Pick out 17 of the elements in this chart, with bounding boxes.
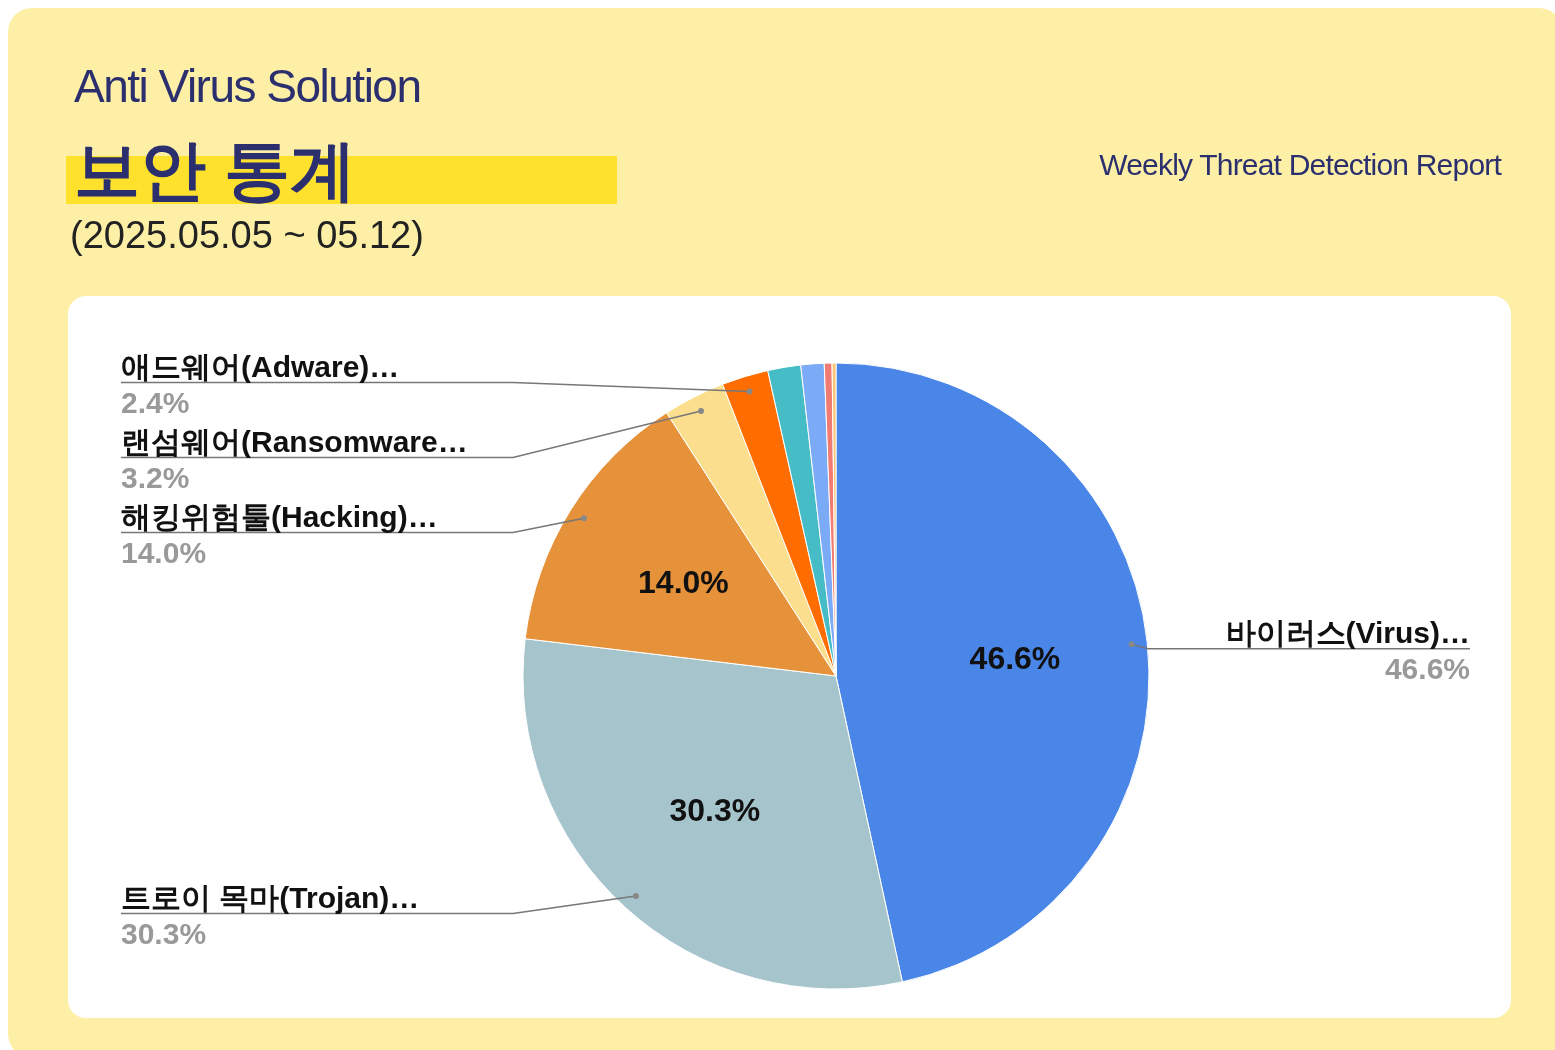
chart-subtitle: Weekly Threat Detection Report [1099, 148, 1503, 181]
text: Anti Virus Solution [74, 60, 421, 112]
slice-label: 트로이 목마(Trojan)… [121, 880, 420, 914]
text: (2025.05.05 ~ 05.12) [70, 214, 424, 256]
slice-label: 해킹위험툴(Hacking)… [121, 499, 438, 533]
data-label: 30.3% [669, 792, 761, 829]
slice-label: 애드웨어(Adware)… [121, 349, 400, 383]
data-label: 14.0% [638, 563, 729, 600]
data-label: 46.6% [969, 639, 1061, 676]
chart-title: 보안 통계 [74, 133, 357, 207]
slice-label: 바이러스(Virus)… [1225, 615, 1470, 649]
data-label: 3.2% [121, 460, 190, 494]
slice-label: 랜섬웨어(Ransomware… [121, 424, 468, 458]
text: 46.6% [1384, 651, 1470, 685]
text: 30.3% [121, 916, 207, 950]
data-label: 2.4% [121, 385, 190, 419]
text: 14.0% [121, 535, 207, 569]
